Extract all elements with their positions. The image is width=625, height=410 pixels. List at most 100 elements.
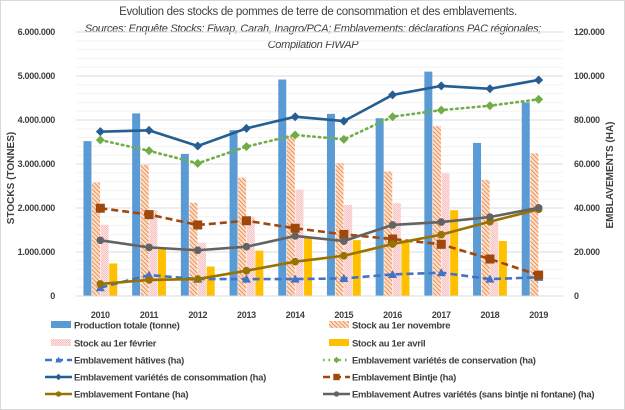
bar-production-totale-tonne-2017 [424, 71, 433, 296]
legend-swatch [51, 321, 71, 328]
marker-emblavement-fontane-ha-2017 [437, 230, 446, 239]
marker-emblavement-autres-varietes-sans-bintje-ni-fontane-ha-2015 [340, 237, 348, 245]
bar-stock-au-1er-novembre-2010 [92, 182, 101, 296]
marker-emblavement-hatives-ha-2018 [485, 274, 495, 283]
marker-emblavement-varietes-de-consommation-ha-2014 [290, 112, 300, 122]
bar-stock-au-1er-avril-2013 [255, 250, 264, 296]
legend-item-emblavement-varietes-de-consommation-ha: Emblavement variétés de consommation (ha… [45, 373, 266, 384]
marker-emblavement-hatives-ha-2015 [339, 273, 349, 282]
marker-emblavement-varietes-de-conservation-ha-2016 [388, 112, 398, 122]
marker-emblavement-varietes-de-conservation-ha-2011 [144, 146, 154, 156]
legend-swatch [51, 339, 71, 346]
marker-emblavement-bintje-ha-2010 [95, 203, 105, 213]
right-tick-label: 40.000 [574, 203, 600, 213]
marker-emblavement-fontane-ha-2012 [193, 275, 202, 283]
marker-emblavement-varietes-de-consommation-ha-2013 [241, 123, 251, 133]
right-tick-label: 120.000 [574, 27, 605, 37]
bar-production-totale-tonne-2014 [278, 79, 287, 297]
marker-emblavement-autres-varietes-sans-bintje-ni-fontane-ha-2012 [193, 246, 202, 255]
line-emblavement-fontane-ha [100, 208, 539, 286]
bar-stock-au-1er-fevrier-2014 [295, 189, 304, 296]
right-tick-label: 60.000 [574, 159, 600, 169]
line-series-emblavement-varietes-de-consommation-ha [95, 75, 544, 151]
legend-label: Stock au 1er novembre [352, 321, 450, 332]
marker-emblavement-varietes-de-conservation-ha-2012 [193, 158, 203, 168]
marker-emblavement-varietes-de-conservation-ha-2013 [241, 142, 251, 152]
marker-emblavement-varietes-de-conservation-ha-2010 [95, 135, 105, 145]
right-axis-ticks: 0 20.000 40.000 60.000 80.000 100.000 120.000 [574, 27, 605, 301]
right-tick-label: 100.000 [574, 71, 605, 81]
left-axis-ticks: 0 1.000.000 2.000.000 3.000.000 4.000.000 5.0… [18, 27, 56, 301]
bar-stock-au-1er-fevrier-2015 [344, 204, 353, 296]
marker-emblavement-varietes-de-conservation-ha-2017 [436, 105, 446, 115]
legend-label: Emblavement hâtives (ha) [74, 356, 184, 367]
bar-stock-au-1er-fevrier-2012 [198, 242, 207, 296]
legend-item-production-totale-tonne: Production totale (tonne) [51, 321, 180, 332]
legend-item-emblavement-bintje-ha: Emblavement Bintje (ha) [323, 373, 456, 384]
marker-emblavement-autres-varietes-sans-bintje-ni-fontane-ha-2016 [388, 221, 397, 229]
right-tick-label: 0 [574, 291, 579, 301]
marker-emblavement-hatives-ha-2016 [388, 269, 398, 279]
marker-emblavement-hatives-ha-2011 [144, 270, 154, 279]
marker-emblavement-bintje-ha-2017 [436, 239, 446, 249]
legend-label: Emblavement variétés de consommation (ha… [74, 373, 266, 384]
marker-emblavement-varietes-de-consommation-ha-2011 [144, 125, 154, 135]
marker-emblavement-varietes-de-consommation-ha-2017 [436, 81, 446, 91]
x-tick-label: 2014 [286, 310, 305, 320]
x-tick-label: 2019 [529, 310, 548, 320]
right-tick-label: 80.000 [574, 115, 600, 125]
bar-stock-au-1er-avril-2010 [109, 263, 118, 296]
legend-swatch [329, 321, 349, 328]
marker-emblavement-varietes-de-conservation-ha-2014 [290, 130, 300, 140]
legend-label: Emblavement Bintje (ha) [352, 373, 456, 384]
bar-production-totale-tonne-2013 [229, 130, 238, 296]
bar-production-totale-tonne-2011 [132, 113, 141, 297]
marker-emblavement-bintje-ha-2015 [339, 229, 349, 239]
legend-marker [333, 356, 340, 364]
legend-marker [55, 356, 62, 363]
marker-emblavement-autres-varietes-sans-bintje-ni-fontane-ha-2013 [242, 242, 251, 251]
marker-emblavement-varietes-de-conservation-ha-2015 [339, 134, 349, 144]
marker-emblavement-hatives-ha-2017 [436, 268, 446, 277]
legend-item-emblavement-varietes-de-conservation-ha: Emblavement variétés de conservation (ha… [323, 356, 536, 367]
line-series-emblavement-varietes-de-conservation-ha [95, 94, 544, 168]
left-tick-label: 6.000.000 [18, 27, 56, 37]
marker-emblavement-bintje-ha-2016 [388, 234, 398, 244]
left-tick-label: 1.000.000 [18, 247, 56, 257]
chart-title: Evolution des stocks de pommes de terre … [119, 6, 517, 18]
bar-series-stock-au-1er-avril [109, 210, 507, 296]
legend-marker [333, 391, 340, 397]
marker-emblavement-varietes-de-consommation-ha-2018 [485, 84, 495, 94]
legend: Production totale (tonne) Stock au 1er no… [45, 321, 595, 401]
marker-emblavement-varietes-de-consommation-ha-2019 [534, 75, 544, 85]
chart-subtitle-line-2: Compilation FIWAP [268, 39, 360, 51]
right-tick-label: 20.000 [574, 247, 600, 257]
line-emblavement-bintje-ha [100, 206, 540, 277]
marker-emblavement-fontane-ha-2010 [96, 280, 105, 288]
bar-series [83, 71, 539, 297]
marker-emblavement-fontane-ha-2016 [388, 240, 397, 248]
marker-emblavement-varietes-de-consommation-ha-2015 [339, 116, 349, 126]
marker-emblavement-autres-varietes-sans-bintje-ni-fontane-ha-2019 [534, 203, 543, 212]
legend-item-emblavement-hatives-ha: Emblavement hâtives (ha) [45, 356, 184, 367]
bar-stock-au-1er-novembre-2013 [238, 177, 247, 296]
line-emblavement-varietes-de-conservation-ha [99, 98, 540, 165]
legend-marker [55, 373, 62, 381]
marker-emblavement-fontane-ha-2013 [242, 266, 251, 275]
legend-label: Emblavement Fontane (ha) [74, 390, 188, 401]
bar-production-totale-tonne-2016 [375, 118, 384, 297]
bar-stock-au-1er-novembre-2014 [286, 136, 295, 296]
bar-stock-au-1er-avril-2014 [304, 236, 313, 296]
x-tick-label: 2016 [383, 310, 402, 320]
legend-marker [55, 391, 62, 397]
bar-stock-au-1er-novembre-2017 [432, 126, 441, 296]
marker-emblavement-varietes-de-consommation-ha-2010 [95, 127, 105, 137]
marker-emblavement-varietes-de-consommation-ha-2012 [193, 141, 203, 151]
bar-stock-au-1er-novembre-2011 [140, 164, 149, 296]
bar-stock-au-1er-fevrier-2011 [149, 210, 158, 296]
marker-emblavement-varietes-de-conservation-ha-2018 [485, 101, 495, 111]
left-tick-label: 3.000.000 [18, 159, 56, 169]
marker-emblavement-bintje-ha-2018 [485, 254, 495, 264]
chart-subtitle-line-1: Sources: Enquête Stocks: Fiwap, Carah, I… [85, 23, 541, 35]
